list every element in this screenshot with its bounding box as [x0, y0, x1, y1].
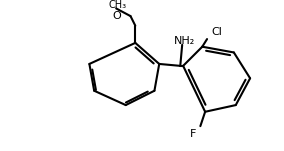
- Text: CH₃: CH₃: [108, 0, 127, 10]
- Text: O: O: [113, 11, 122, 21]
- Text: Cl: Cl: [211, 27, 222, 37]
- Text: NH₂: NH₂: [174, 36, 195, 46]
- Text: F: F: [189, 129, 196, 139]
